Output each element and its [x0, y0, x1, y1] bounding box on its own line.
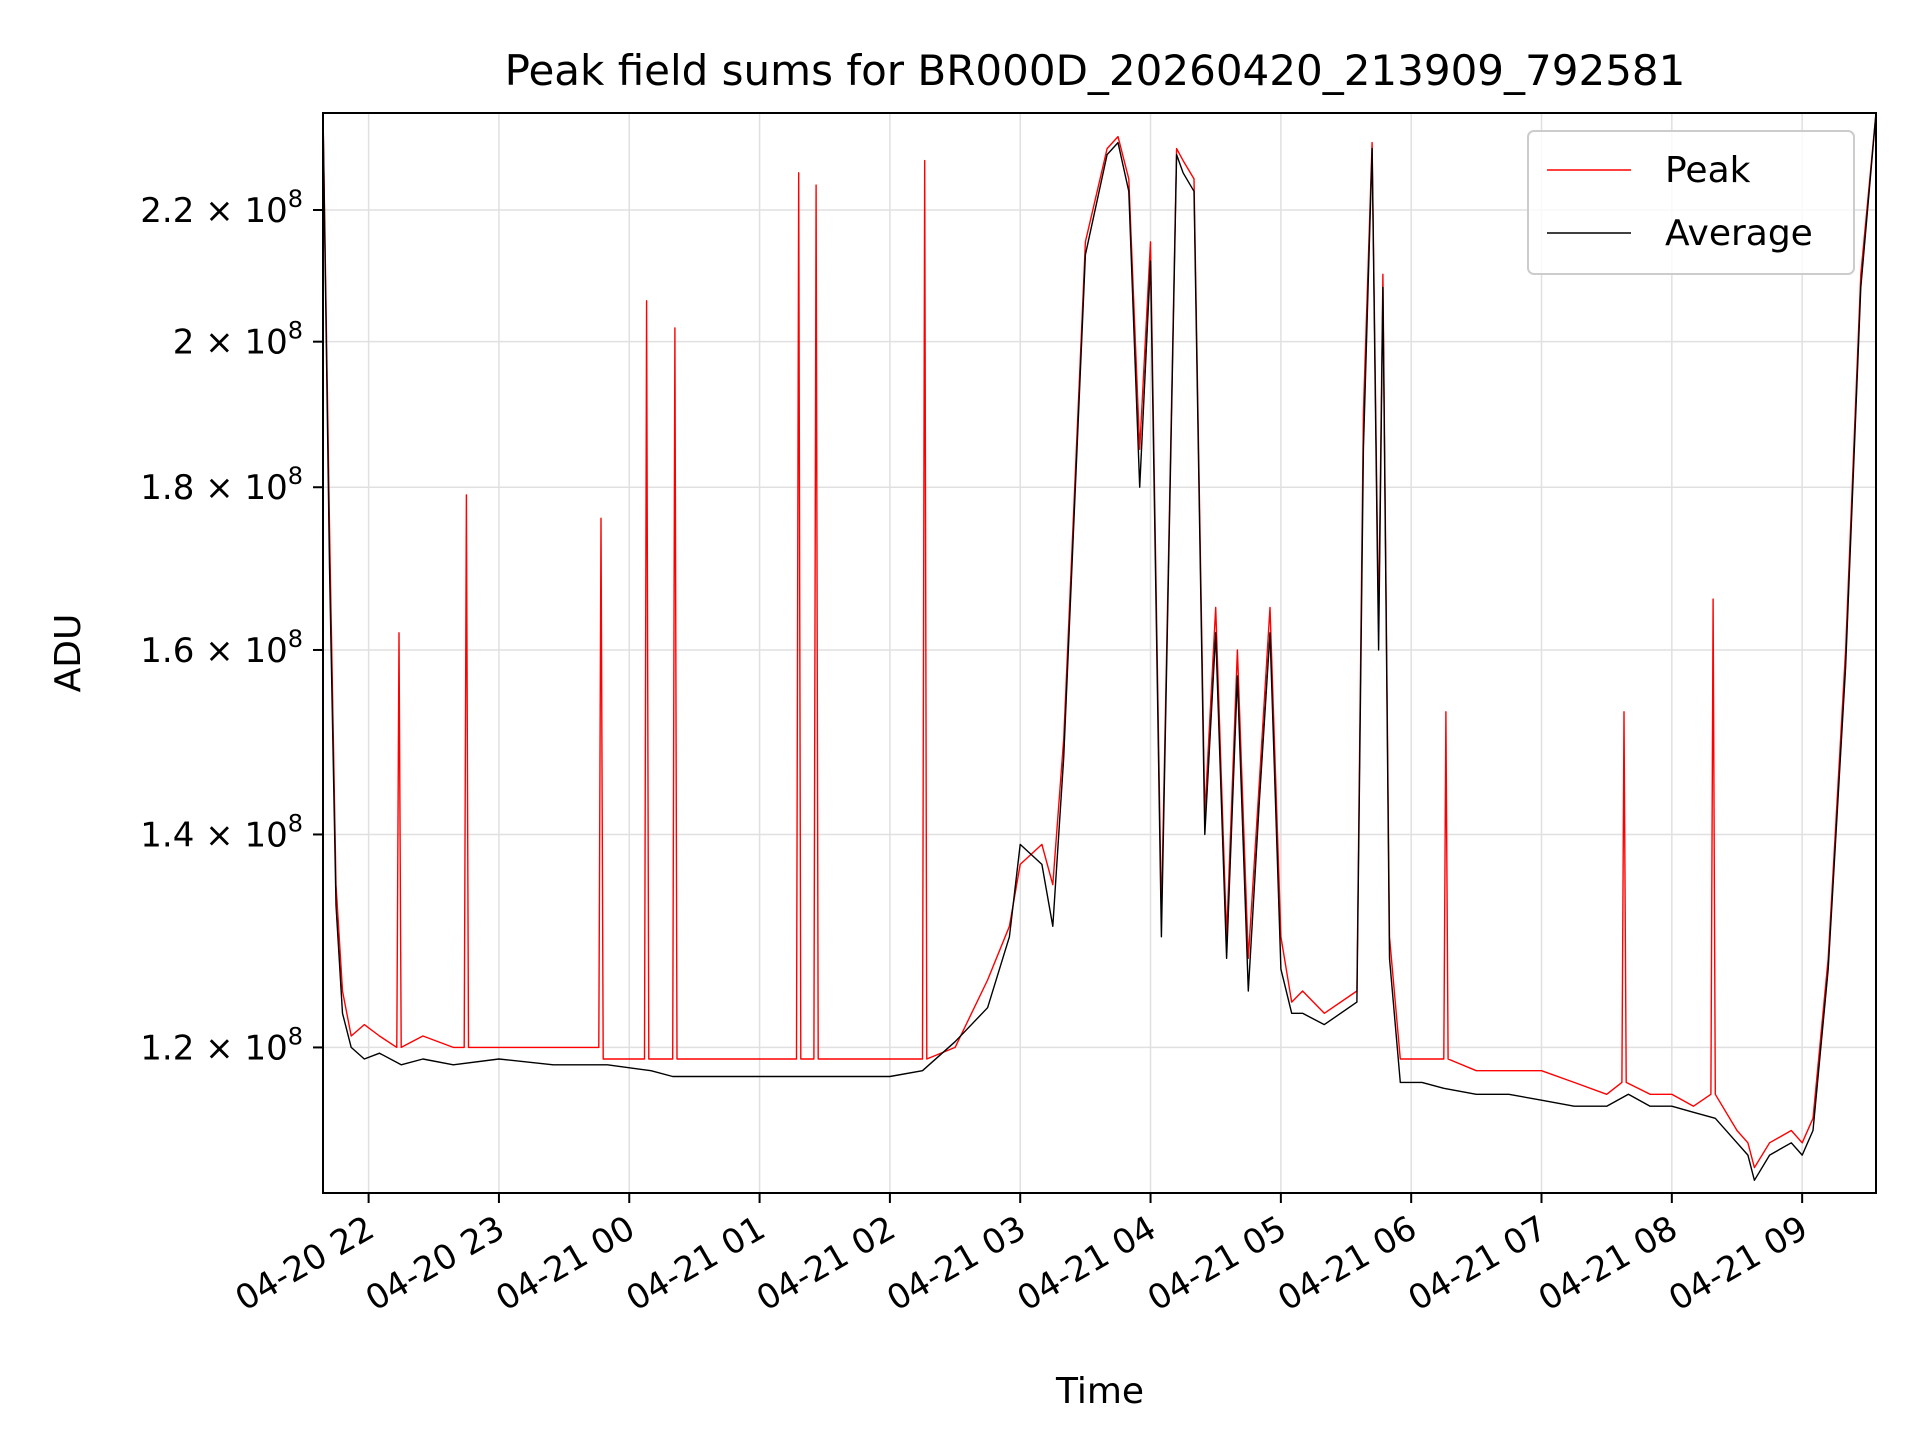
y-tick-label: 1.2 × 108: [140, 1022, 303, 1068]
series-line-peak: [323, 113, 1876, 1169]
legend-label-peak: Peak: [1665, 150, 1751, 191]
chart-title: Peak field sums for BR000D_20260420_2139…: [505, 46, 1686, 95]
legend: Peak Average: [1527, 130, 1855, 275]
series-layer: [323, 113, 1876, 1182]
y-tick-label: 1.4 × 108: [140, 809, 303, 855]
y-axis-label: ADU: [48, 614, 89, 693]
x-axis-label: Time: [1055, 1371, 1144, 1412]
y-tick-label: 2 × 108: [173, 317, 303, 363]
plot-frame: [322, 112, 1877, 1194]
y-tick-label: 2.2 × 108: [140, 185, 303, 231]
x-gridlines: [367, 113, 1803, 1193]
series-line-average: [323, 113, 1876, 1182]
y-gridlines: [323, 209, 1876, 1049]
legend-label-average: Average: [1665, 213, 1813, 254]
y-tick-label: 1.6 × 108: [140, 625, 303, 671]
legend-box: [1527, 130, 1855, 275]
y-tick-label: 1.8 × 108: [140, 462, 303, 508]
y-axis: 1.2 × 108 1.4 × 108 1.6 × 108 1.8 × 108 2 × …: [140, 185, 323, 1068]
